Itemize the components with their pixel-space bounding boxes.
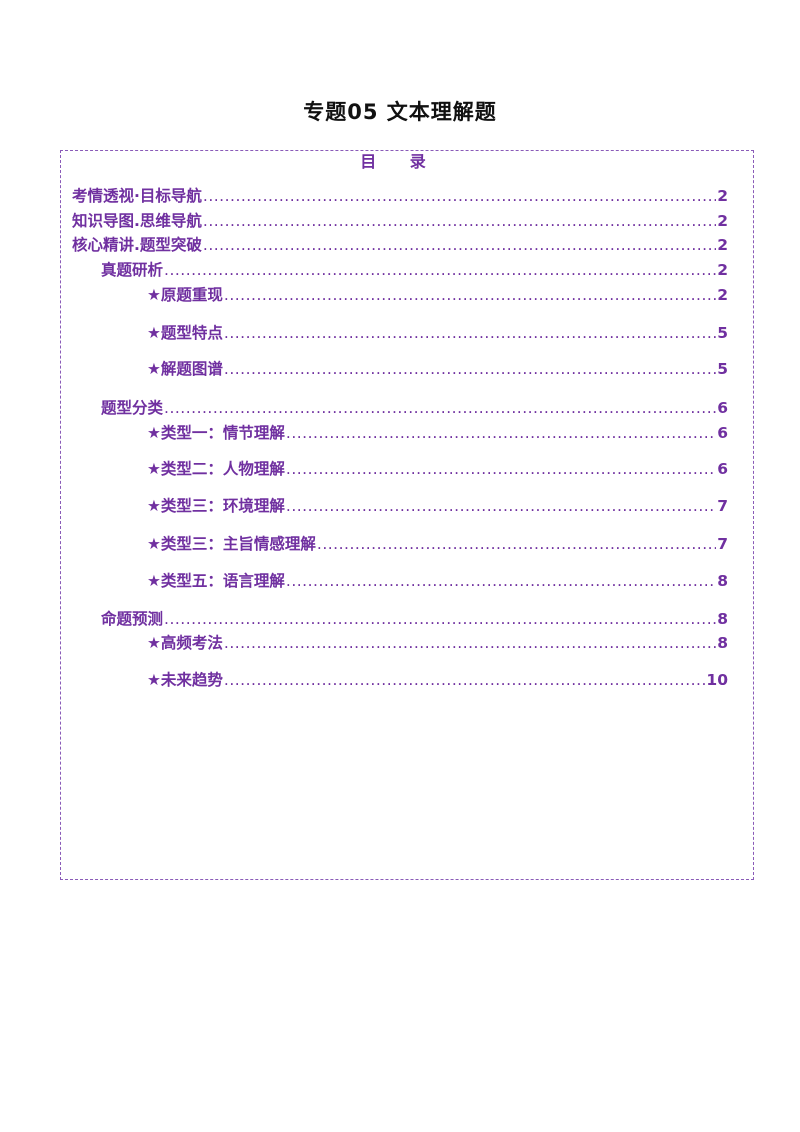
- toc-entry-exam-overview[interactable]: 考情透视·目标导航 2: [72, 184, 728, 206]
- toc-entry-label: ★高频考法: [147, 634, 223, 652]
- toc-entry-type-character[interactable]: ★类型二：人物理解 6: [147, 457, 728, 479]
- toc-entry-label: 考情透视·目标导航: [72, 187, 202, 205]
- dot-leader: [203, 236, 716, 254]
- toc-entry-original-questions[interactable]: ★原题重现 2: [147, 283, 728, 305]
- toc-entry-page: 2: [717, 187, 728, 205]
- toc-entry-page: 10: [706, 671, 728, 689]
- toc-entry-label: ★类型五：语言理解: [147, 572, 285, 590]
- toc-entry-page: 7: [717, 497, 728, 515]
- dot-leader: [286, 572, 716, 590]
- toc-entry-core-lecture[interactable]: 核心精讲.题型突破 2: [72, 233, 728, 255]
- dot-leader: [286, 497, 716, 515]
- toc-entry-label: ★类型三：环境理解: [147, 497, 285, 515]
- toc-entry-label: 命题预测: [101, 610, 164, 628]
- toc-entry-page: 2: [717, 261, 728, 279]
- page-title: 专题05 文本理解题: [303, 100, 497, 124]
- toc-entry-page: 6: [717, 399, 728, 417]
- toc-entry-label: 题型分类: [101, 399, 164, 417]
- toc-entry-page: 5: [717, 360, 728, 378]
- toc-entry-page: 8: [717, 634, 728, 652]
- toc-entry-label: ★解题图谱: [147, 360, 223, 378]
- toc-entry-page: 2: [717, 212, 728, 230]
- toc-entry-type-language[interactable]: ★类型五：语言理解 8: [147, 569, 728, 591]
- toc-entry-page: 2: [717, 236, 728, 254]
- toc-entry-page: 8: [717, 610, 728, 628]
- toc-entry-label: ★类型二：人物理解: [147, 460, 285, 478]
- dot-leader: [203, 187, 716, 205]
- dot-leader: [224, 324, 716, 342]
- dot-leader: [224, 360, 716, 378]
- toc-entry-page: 8: [717, 572, 728, 590]
- toc-entry-type-theme-emotion[interactable]: ★类型三：主旨情感理解 7: [147, 532, 728, 554]
- toc-entry-label: 真题研析: [101, 261, 164, 279]
- toc-entry-question-types[interactable]: 题型分类 6: [101, 396, 728, 418]
- toc-entry-page: 6: [717, 460, 728, 478]
- dot-leader: [317, 535, 716, 553]
- toc-entry-type-environment[interactable]: ★类型三：环境理解 7: [147, 494, 728, 516]
- toc-entry-solving-map[interactable]: ★解题图谱 5: [147, 357, 728, 379]
- toc-entry-page: 6: [717, 424, 728, 442]
- dot-leader: [203, 212, 716, 230]
- toc-entry-label: ★类型三：主旨情感理解: [147, 535, 316, 553]
- toc-entry-label: ★未来趋势: [147, 671, 223, 689]
- dot-leader: [224, 286, 716, 304]
- toc-entry-mind-map[interactable]: 知识导图.思维导航 2: [72, 209, 728, 231]
- toc-entry-label: ★题型特点: [147, 324, 223, 342]
- toc-entry-type-plot[interactable]: ★类型一：情节理解 6: [147, 421, 728, 443]
- toc-entry-label: ★原题重现: [147, 286, 223, 304]
- toc-heading: 目 录: [360, 152, 440, 171]
- dot-leader: [164, 261, 716, 279]
- toc-entry-page: 2: [717, 286, 728, 304]
- dot-leader: [164, 399, 716, 417]
- toc-entry-page: 5: [717, 324, 728, 342]
- dot-leader: [286, 460, 716, 478]
- toc-entry-high-frequency[interactable]: ★高频考法 8: [147, 631, 728, 653]
- toc-entry-real-exam-analysis[interactable]: 真题研析 2: [101, 258, 728, 280]
- dot-leader: [224, 634, 716, 652]
- toc-entry-prediction[interactable]: 命题预测 8: [101, 607, 728, 629]
- dot-leader: [286, 424, 716, 442]
- toc-entry-label: 核心精讲.题型突破: [72, 236, 202, 254]
- toc-frame: [60, 150, 754, 880]
- dot-leader: [224, 671, 706, 689]
- toc-entry-question-features[interactable]: ★题型特点 5: [147, 321, 728, 343]
- toc-entry-page: 7: [717, 535, 728, 553]
- toc-entry-label: 知识导图.思维导航: [72, 212, 202, 230]
- toc-entry-future-trend[interactable]: ★未来趋势 10: [147, 668, 728, 690]
- toc-entry-label: ★类型一：情节理解: [147, 424, 285, 442]
- dot-leader: [164, 610, 716, 628]
